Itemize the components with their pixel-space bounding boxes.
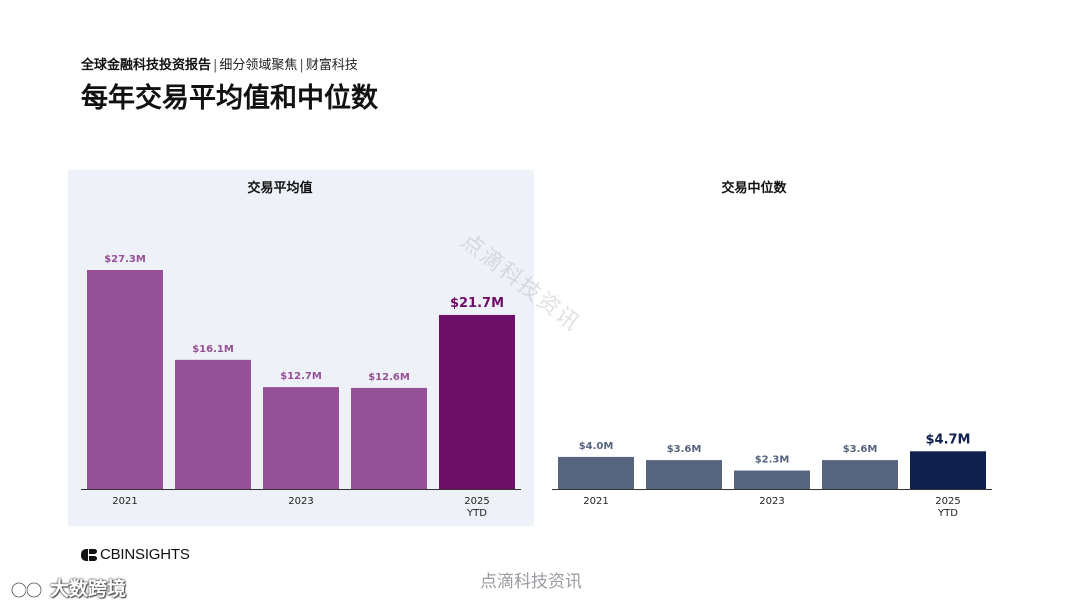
breadcrumb-topic: 财富科技 bbox=[305, 58, 358, 73]
cbinsights-logo: CBINSIGHTS bbox=[81, 544, 190, 563]
average-bar bbox=[87, 270, 163, 489]
median-data-label: $3.6M bbox=[843, 444, 878, 455]
brand-name: CBINSIGHTS bbox=[100, 546, 190, 563]
median-data-label: $3.6M bbox=[667, 444, 702, 455]
median-x-tick-label: 2023 bbox=[759, 496, 784, 507]
average-chart-title: 交易平均值 bbox=[247, 180, 312, 196]
average-x-tick-label: 2021 bbox=[112, 496, 137, 507]
report-title: 全球金融科技投资报告 bbox=[81, 58, 212, 73]
average-x-tick-label: 2025 YTD bbox=[464, 496, 489, 519]
average-bar bbox=[351, 387, 427, 489]
median-data-label: $2.3M bbox=[755, 455, 790, 466]
median-data-label: $4.0M bbox=[579, 441, 614, 452]
average-bar bbox=[263, 387, 339, 489]
average-data-label: $21.7M bbox=[450, 296, 504, 311]
corner-watermark-text: 大数跨境 bbox=[50, 578, 127, 600]
cb-logo-icon bbox=[81, 548, 97, 562]
breadcrumb-segment: 细分领域聚焦 bbox=[219, 58, 298, 73]
median-bar bbox=[558, 456, 634, 489]
average-bar bbox=[175, 359, 251, 489]
median-chart-title: 交易中位数 bbox=[721, 180, 787, 196]
report-header: 全球金融科技投资报告 | 细分领域聚焦 | 财富科技 bbox=[81, 54, 358, 73]
median-chart-plot: $4.0M 2021 $3.6M $2.3M 2023 $3.6M $4.7M 2025 YTD bbox=[552, 432, 992, 519]
average-bar bbox=[439, 314, 515, 489]
average-data-label: $12.6M bbox=[368, 372, 410, 383]
average-data-label: $27.3M bbox=[104, 254, 146, 265]
median-bar bbox=[646, 460, 722, 489]
median-x-tick-label: 2025 YTD bbox=[935, 496, 960, 519]
page-title: 每年交易平均值和中位数 bbox=[81, 83, 378, 114]
median-data-label: $4.7M bbox=[925, 432, 970, 447]
median-bar bbox=[822, 460, 898, 489]
average-chart-plot: $27.3M 2021 $16.1M $12.7M 2023 $12.6M $21.7M 20… bbox=[81, 254, 521, 519]
median-x-tick-label: 2021 bbox=[583, 496, 608, 507]
header-separator: | bbox=[299, 58, 304, 73]
average-data-label: $16.1M bbox=[192, 344, 234, 355]
header-separator: | bbox=[213, 58, 218, 73]
median-bar bbox=[910, 451, 986, 489]
corner-watermark: 大数跨境 bbox=[10, 574, 126, 601]
corner-watermark-logo-icon bbox=[10, 581, 43, 598]
median-bar bbox=[734, 470, 810, 489]
average-x-tick-label: 2023 bbox=[288, 496, 313, 507]
average-data-label: $12.7M bbox=[280, 371, 322, 382]
bottom-watermark: 点滴科技资讯 bbox=[480, 572, 582, 592]
